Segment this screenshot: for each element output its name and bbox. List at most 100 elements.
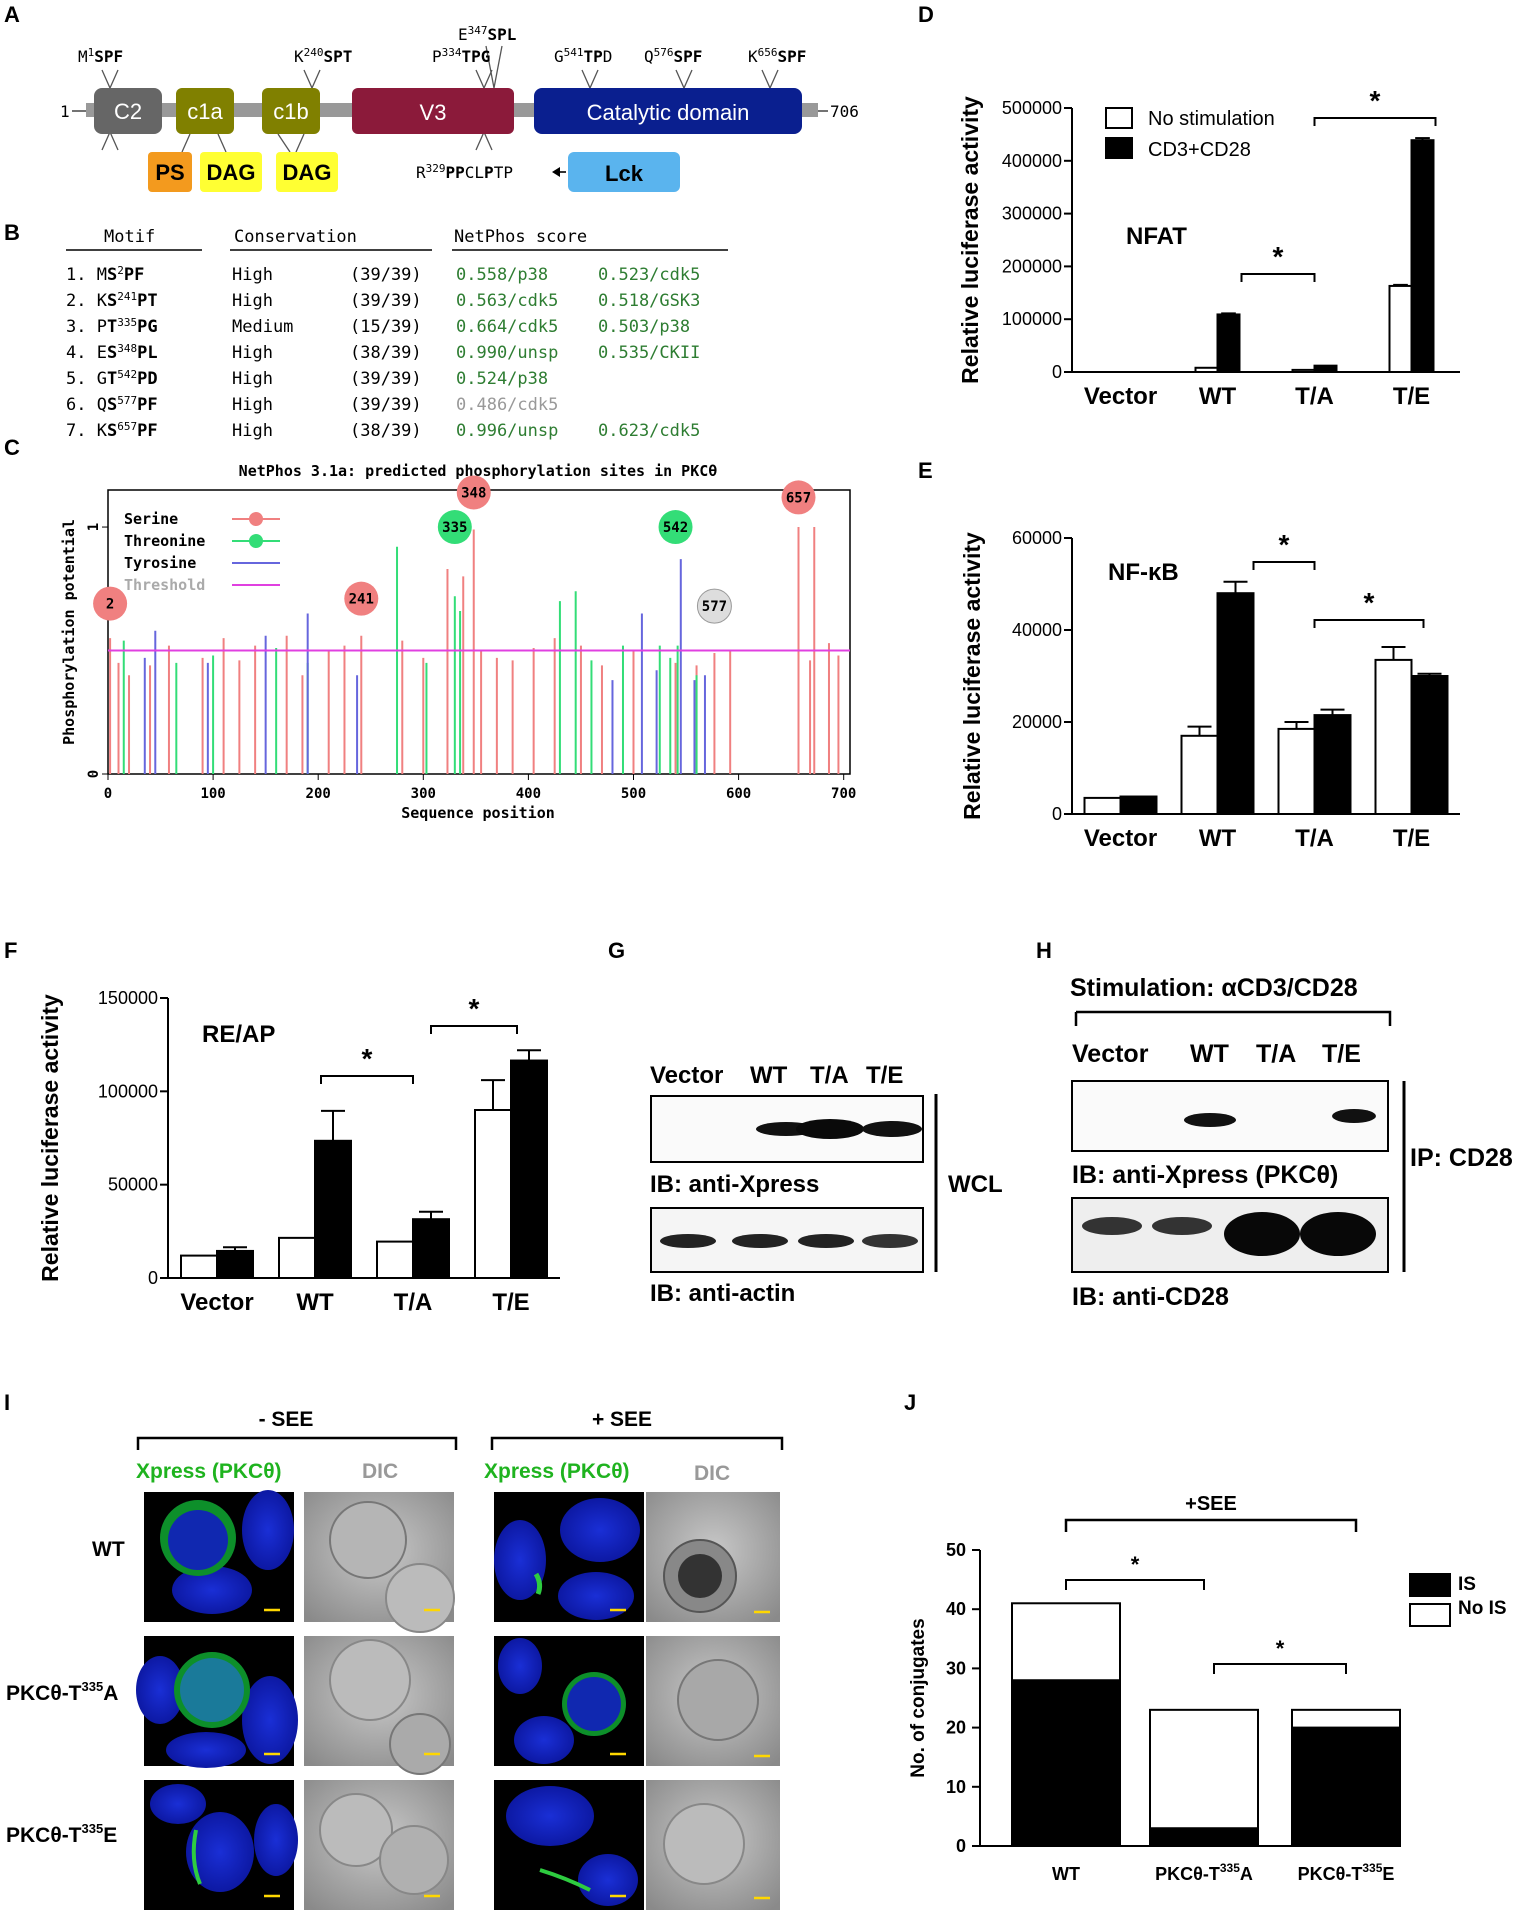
i-xpress-label-1: Xpress (PKCθ) — [136, 1460, 282, 1483]
conj-ytick: 10 — [946, 1777, 966, 1797]
site-circle-577 — [696, 588, 732, 624]
site-circle-label: 2 — [106, 597, 114, 613]
netphos-frame — [107, 489, 851, 775]
reap-significance-bracket — [430, 1025, 518, 1034]
netphos-ytick: 1 — [86, 523, 102, 531]
c2-label: C2 — [114, 99, 142, 124]
i-dic-label-1: DIC — [362, 1460, 398, 1483]
fraction-cell: (39/39) — [350, 265, 422, 285]
site-circle-label: 577 — [702, 599, 727, 615]
g-wcl-label: WCL — [948, 1171, 1003, 1198]
netphos-title: NetPhos 3.1a: predicted phosphorylation … — [239, 462, 718, 480]
panel-letter-g: G — [608, 938, 625, 963]
site-circle-label: 348 — [461, 485, 486, 501]
panel-letter-h: H — [1036, 938, 1052, 963]
panel-letter-a: A — [4, 2, 20, 27]
conj-significance-star: * — [1276, 1636, 1285, 1661]
i-image-wt-plus-fluor — [494, 1492, 644, 1622]
site-circle-241 — [344, 581, 379, 616]
c1b-domain — [262, 88, 320, 134]
nfat-significance-star: * — [1370, 85, 1381, 116]
h-lane-wt: WT — [1190, 1040, 1229, 1068]
g-lane-labels: Vector WT T/A T/E — [650, 1062, 903, 1089]
nfkb-category-label: WT — [1199, 825, 1237, 852]
svg-text:R329PPCLPTP: R329PPCLPTP — [416, 162, 513, 182]
ps-label: PS — [155, 160, 184, 185]
i-image-te-minus-fluor — [144, 1780, 298, 1910]
legend-serine: Serine — [124, 510, 178, 528]
netphos-legend: Serine Threonine Tyrosine Threshold — [124, 510, 280, 594]
nfkb-category-label: T/E — [1393, 825, 1430, 852]
netphos-ytick: 0 — [86, 770, 102, 778]
reap-category-label: Vector — [180, 1289, 253, 1316]
nfat-legend-unstim: No stimulation — [1148, 108, 1275, 130]
panel-letter-b: B — [4, 220, 20, 245]
panel-letter-d: D — [918, 2, 934, 27]
reap-bar-stim — [510, 1059, 548, 1279]
reap-significance-bracket — [320, 1075, 414, 1084]
netphos-score-1: 0.524/p38 — [456, 369, 548, 389]
netphos-chart: NetPhos 3.1a: predicted phosphorylation … — [60, 462, 856, 822]
fraction-cell: (39/39) — [350, 369, 422, 389]
conj-bar-is — [1149, 1827, 1259, 1847]
nfat-ytick: 500000 — [1002, 98, 1062, 118]
netphos-xtick: 500 — [621, 786, 646, 802]
netphos-score-2: 0.535/CKII — [598, 343, 700, 363]
nfkb-bar-stim — [1410, 675, 1449, 815]
nfat-bar-stim — [1410, 139, 1435, 373]
netphos-xtick: 100 — [200, 786, 225, 802]
nfat-category-label: Vector — [1084, 383, 1157, 410]
motif-row-6: 6. QS577PF — [66, 394, 158, 415]
nfkb-bar-unstim — [1083, 796, 1122, 816]
nfat-category-label: T/A — [1295, 383, 1334, 410]
western-blot-h: Stimulation: αCD3/CD28 Vector WT T/A T/E… — [1070, 974, 1513, 1311]
i-image-wt-plus-dic — [646, 1492, 780, 1622]
legend-threonine: Threonine — [124, 532, 205, 550]
g-ib-actin: IB: anti-actin — [650, 1280, 795, 1307]
domain-schematic: 1 706 C2 c1a c1b V3 Catalytic domain — [60, 24, 859, 192]
dag-label-1: DAG — [207, 160, 256, 185]
site-circle-657 — [781, 480, 816, 515]
conjugates-chart: 0 10 20 30 40 50 WT PKCθ-T335A PKCθ-T335E * * +SEE I… — [908, 1493, 1507, 1884]
western-blot-g: Vector WT T/A T/E IB: anti-Xpress IB: an… — [650, 1062, 1003, 1307]
conj-bar-no-is — [1291, 1708, 1401, 1729]
motif-header: Motif — [104, 227, 155, 247]
nfkb-bar-stim — [1119, 795, 1158, 816]
site-circle-348 — [456, 475, 491, 510]
motif-row-3: 3. PT335PG — [66, 316, 158, 337]
conj-ytick: 0 — [956, 1836, 966, 1856]
panel-letter-e: E — [918, 458, 933, 483]
conj-title: +SEE — [1185, 1493, 1237, 1515]
nfkb-bar-unstim — [1180, 734, 1219, 815]
nfat-significance-bracket — [1240, 273, 1316, 282]
conj-ytick: 50 — [946, 1540, 966, 1560]
conj-bar-is — [1291, 1726, 1401, 1847]
netphos-score-2: 0.518/GSK3 — [598, 291, 700, 311]
site-circle-label: 657 — [786, 490, 811, 506]
fraction-cell: (39/39) — [350, 291, 422, 311]
nfkb-ytick: 60000 — [1012, 528, 1062, 548]
sequence-end: 706 — [830, 102, 859, 121]
panel-letters: A B C D E F G H I J — [4, 2, 1052, 1415]
nfkb-significance-star: * — [1279, 529, 1290, 560]
reap-significance-star: * — [362, 1043, 373, 1074]
reap-chart: 0 50000 100000 150000 Vector WT T/A T/E * * RE/AP R… — [37, 988, 560, 1316]
nfat-bar-unstim — [1194, 366, 1219, 374]
i-image-te-plus-dic — [646, 1780, 780, 1910]
conj-bar-is — [1011, 1679, 1121, 1847]
h-lane-te: T/E — [1322, 1040, 1361, 1068]
h-ip-label: IP: CD28 — [1410, 1144, 1513, 1172]
motif-row-4: 4. ES348PL — [66, 342, 158, 363]
motif-row-2: 2. KS241PT — [66, 290, 158, 311]
fraction-cell: (15/39) — [350, 317, 422, 337]
dag-box-1 — [200, 152, 262, 192]
reap-category-label: WT — [296, 1289, 334, 1316]
reap-bar-unstim — [180, 1254, 218, 1279]
nfkb-chart: 0 20000 40000 60000 Vector WT T/A T/E * * NF-κB Rel… — [959, 528, 1460, 852]
conj-category-label: PKCθ-T335A — [1155, 1861, 1253, 1884]
motif-table: Motif Conservation NetPhos score 1. MS2P… — [66, 227, 728, 441]
netphos-lines — [108, 527, 850, 774]
motif-row-1: 1. MS2PF — [66, 264, 144, 285]
netphos-xlabel: Sequence position — [401, 804, 555, 822]
sequence-start: 1 — [60, 102, 70, 121]
